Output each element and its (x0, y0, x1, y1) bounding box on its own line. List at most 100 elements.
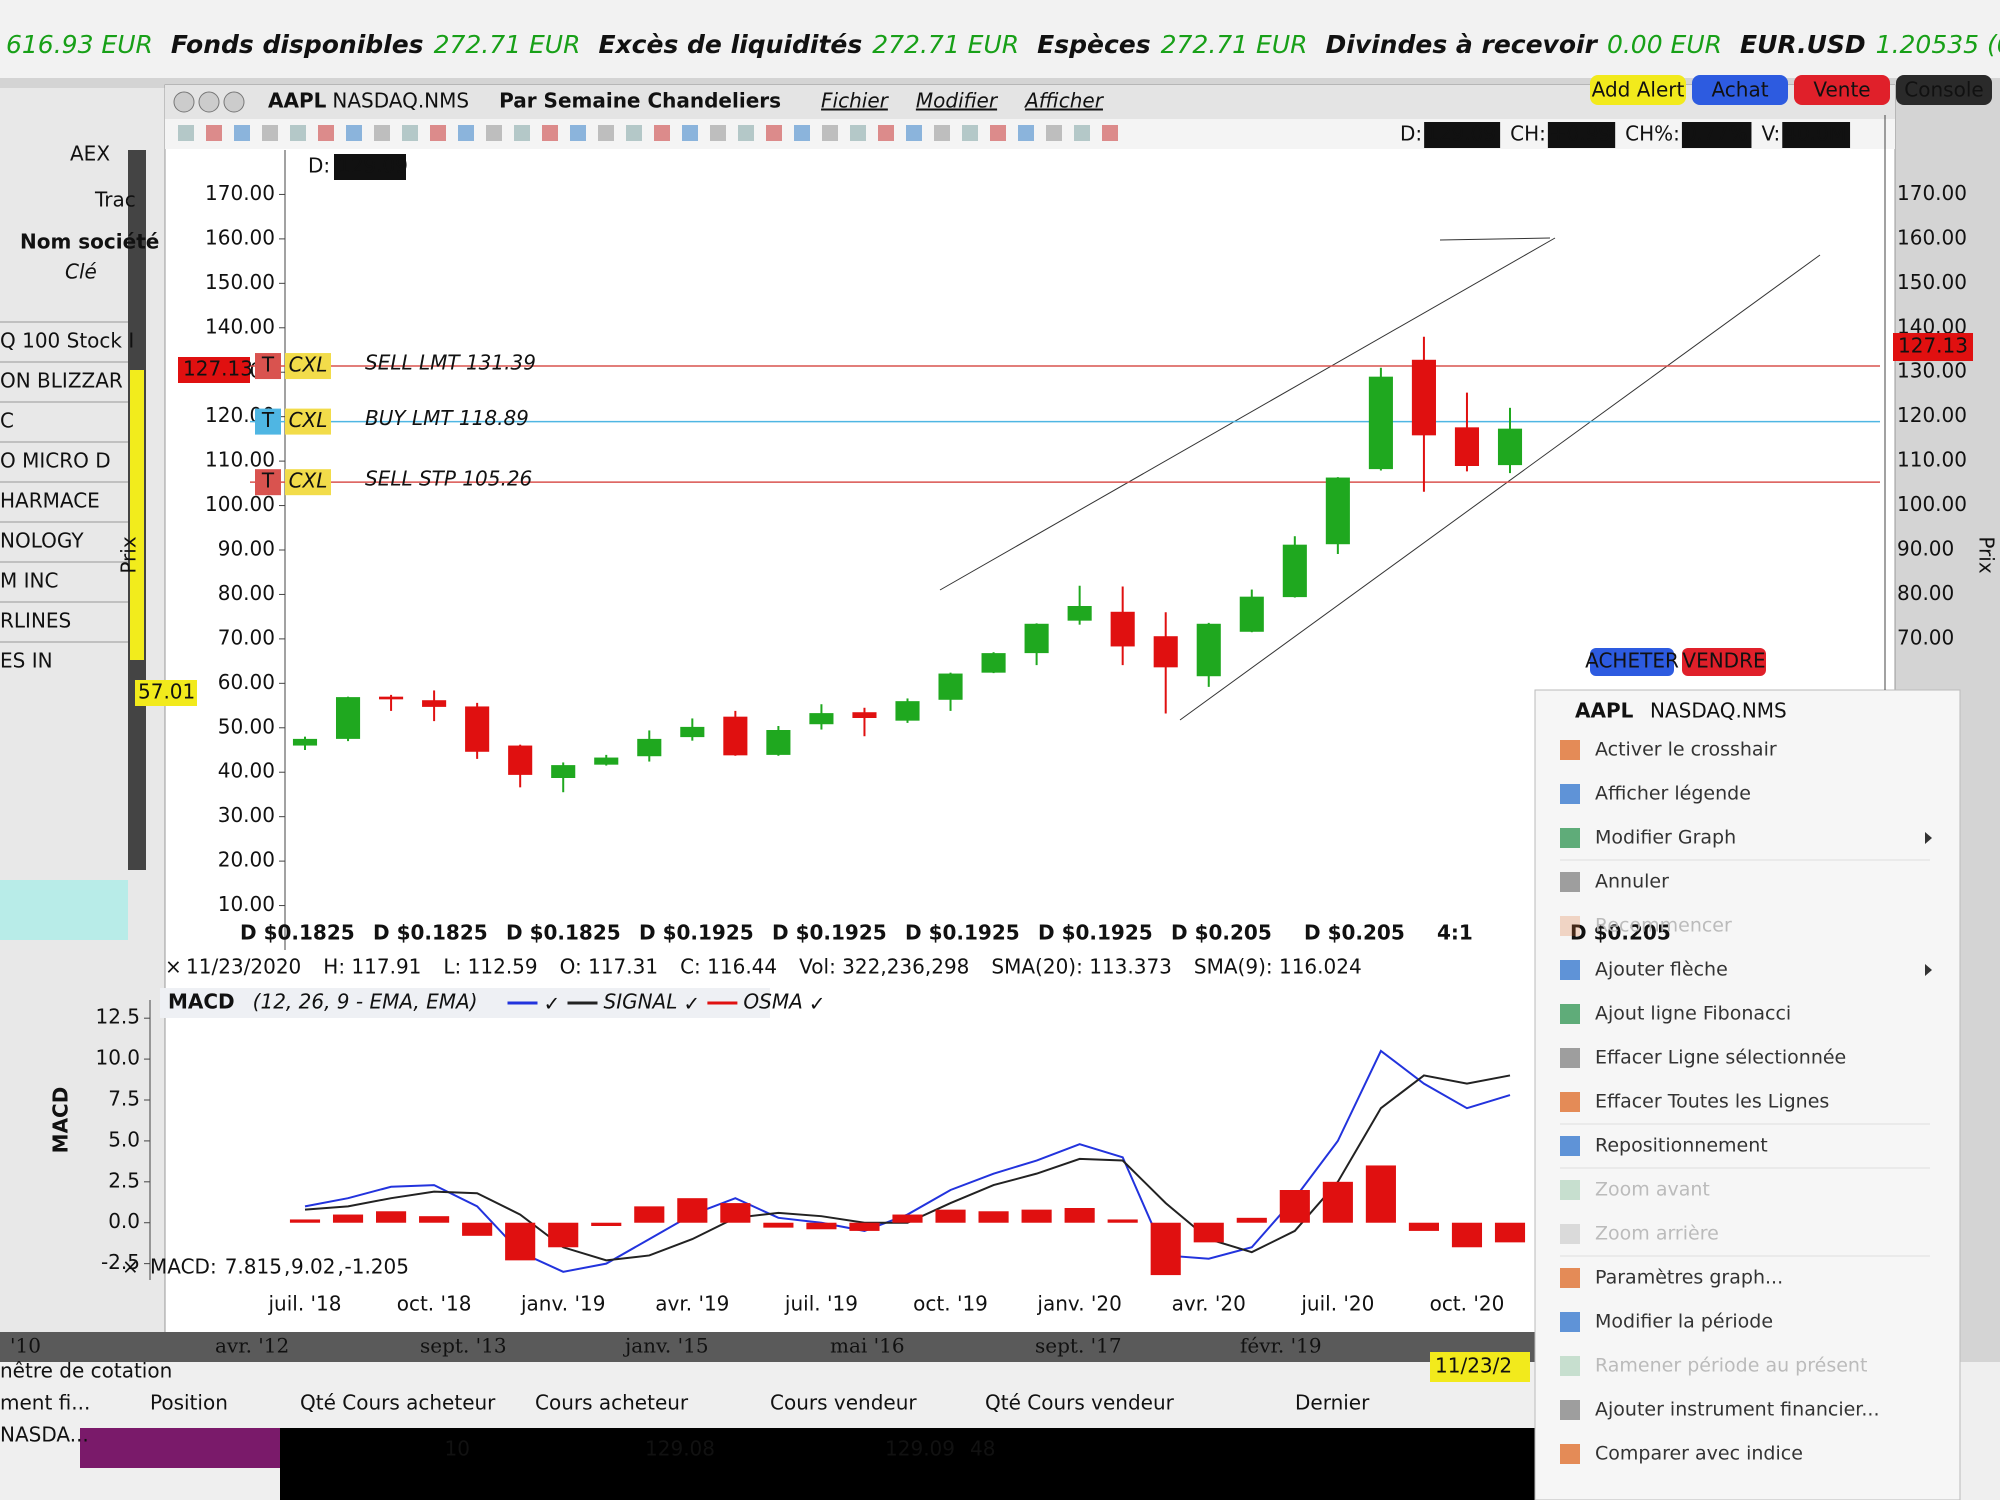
tool-icon[interactable] (878, 125, 894, 141)
tool-icon[interactable] (626, 125, 642, 141)
tool-icon[interactable] (374, 125, 390, 141)
header-button[interactable] (1692, 75, 1788, 105)
panel-tab[interactable]: Trac (94, 188, 136, 212)
tool-icon[interactable] (794, 125, 810, 141)
y-tick-label: 170.00 (205, 181, 275, 205)
stock-row[interactable]: C (0, 409, 14, 433)
tool-icon[interactable] (710, 125, 726, 141)
readout-label: MACD: (150, 1255, 217, 1279)
transmit-label[interactable]: T (261, 353, 275, 377)
transmit-button[interactable] (255, 469, 281, 496)
menu-item[interactable]: Activer le crosshair (1595, 739, 1777, 761)
menu-item[interactable]: Repositionnement (1595, 1135, 1768, 1157)
transmit-button[interactable] (255, 408, 281, 435)
window-minimize[interactable] (198, 91, 220, 113)
tool-icon[interactable] (206, 125, 222, 141)
tool-icon[interactable] (1018, 125, 1034, 141)
transmit-label[interactable]: T (261, 469, 275, 493)
header-button[interactable] (1590, 75, 1686, 105)
menu-item[interactable]: Afficher légende (1595, 783, 1751, 805)
trade-button[interactable] (1682, 648, 1766, 676)
cancel-label[interactable]: CXL (289, 353, 328, 377)
tool-icon[interactable] (766, 125, 782, 141)
account-value: 1.20535 (0.40%) (1876, 30, 2000, 59)
menu-item[interactable]: Effacer Ligne sélectionnée (1595, 1047, 1846, 1069)
menu-item[interactable]: Ajouter flèche (1595, 959, 1728, 981)
tool-icon[interactable] (542, 125, 558, 141)
tool-icon[interactable] (934, 125, 950, 141)
header-button-label[interactable]: Console (1904, 78, 1983, 102)
menu-item[interactable]: Modifier Graph (1595, 827, 1736, 849)
stock-row[interactable]: RLINES (0, 609, 71, 633)
trade-button-label[interactable]: ACHETER (1585, 649, 1679, 673)
menu-item[interactable]: Modifier (916, 89, 999, 113)
order-label: SELL LMT 131.39 (365, 351, 536, 375)
cancel-label[interactable]: CXL (289, 469, 328, 493)
tool-icon[interactable] (1046, 125, 1062, 141)
window-maximize[interactable] (223, 91, 245, 113)
panel-tab[interactable]: AEX (70, 142, 110, 166)
tool-icon[interactable] (346, 125, 362, 141)
tool-icon[interactable] (402, 125, 418, 141)
trade-button[interactable] (1590, 648, 1674, 676)
x-tick-label: juil. '18 (267, 1292, 341, 1316)
window-close[interactable] (173, 91, 195, 113)
stock-row[interactable]: ES IN (0, 649, 53, 673)
tool-icon[interactable] (430, 125, 446, 141)
header-button-label[interactable]: Add Alert (1592, 78, 1685, 102)
osma-bar (892, 1214, 923, 1223)
header-button[interactable] (1896, 75, 1992, 105)
tool-icon[interactable] (458, 125, 474, 141)
tool-icon[interactable] (570, 125, 586, 141)
tool-icon[interactable] (962, 125, 978, 141)
tool-icon[interactable] (290, 125, 306, 141)
symbol[interactable]: AAPL (268, 89, 327, 113)
menu-item[interactable]: Fichier (821, 89, 890, 113)
chart-mode[interactable]: Par Semaine Chandeliers (499, 89, 781, 113)
trade-button-label[interactable]: VENDRE (1682, 649, 1765, 673)
tool-icon[interactable] (990, 125, 1006, 141)
tool-icon[interactable] (318, 125, 334, 141)
cancel-button[interactable] (285, 353, 331, 380)
menu-item[interactable]: Comparer avec indice (1595, 1443, 1803, 1465)
tool-icon[interactable] (234, 125, 250, 141)
menu-item[interactable]: Effacer Toutes les Lignes (1595, 1091, 1829, 1113)
menu-item[interactable]: Ajout ligne Fibonacci (1595, 1003, 1791, 1025)
stock-row[interactable]: O MICRO D (0, 449, 111, 473)
tool-icon[interactable] (262, 125, 278, 141)
tool-icon[interactable] (654, 125, 670, 141)
tool-icon[interactable] (822, 125, 838, 141)
tool-icon[interactable] (1074, 125, 1090, 141)
transmit-label[interactable]: T (261, 408, 275, 432)
transmit-button[interactable] (255, 353, 281, 380)
tool-icon[interactable] (738, 125, 754, 141)
tool-icon[interactable] (514, 125, 530, 141)
stock-row[interactable]: M INC (0, 569, 58, 593)
menu-item[interactable]: Modifier la période (1595, 1311, 1773, 1333)
menu-item: Zoom avant (1595, 1179, 1710, 1201)
cancel-button[interactable] (285, 408, 331, 435)
menu-item[interactable]: Afficher (1023, 89, 1105, 113)
header-button-label[interactable]: Achat (1711, 78, 1768, 102)
stock-row[interactable]: ON BLIZZAR (0, 369, 123, 393)
tool-icon[interactable] (682, 125, 698, 141)
menu-item[interactable]: Ajouter instrument financier... (1595, 1399, 1879, 1421)
cancel-label[interactable]: CXL (289, 408, 328, 432)
tool-icon[interactable] (598, 125, 614, 141)
y-tick-label: 0.0 (108, 1209, 140, 1233)
stock-row[interactable]: HARMACE (0, 489, 100, 513)
candle-body (1411, 359, 1436, 436)
tool-icon[interactable] (906, 125, 922, 141)
tool-icon[interactable] (1102, 125, 1118, 141)
tool-icon[interactable] (178, 125, 194, 141)
tool-icon[interactable] (850, 125, 866, 141)
stock-row[interactable]: Q 100 Stock I (0, 329, 134, 353)
header-button[interactable] (1794, 75, 1890, 105)
candle-body (637, 738, 662, 757)
cancel-button[interactable] (285, 469, 331, 496)
stock-row[interactable]: NOLOGY (0, 529, 84, 553)
header-button-label[interactable]: Vente (1813, 78, 1870, 102)
tool-icon[interactable] (486, 125, 502, 141)
menu-item[interactable]: Annuler (1595, 871, 1669, 893)
menu-item[interactable]: Paramètres graph... (1595, 1267, 1783, 1289)
